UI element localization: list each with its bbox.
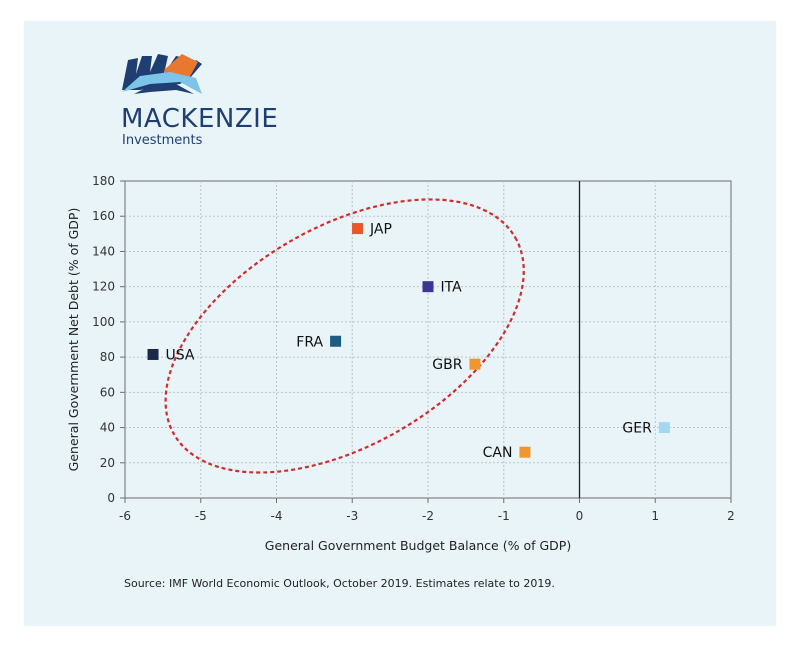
brand-sub: Investments — [122, 133, 203, 148]
source-note: Source: IMF World Economic Outlook, Octo… — [124, 577, 555, 590]
point-label-jap: JAP — [369, 222, 392, 238]
point-label-ger: GER — [622, 421, 652, 437]
point-jap — [352, 223, 364, 235]
y-tick-label: 180 — [92, 174, 115, 188]
x-tick-label: 1 — [651, 509, 659, 523]
x-tick-label: 0 — [576, 509, 584, 523]
x-axis-title: General Government Budget Balance (% of … — [265, 538, 571, 553]
x-tick-label: -5 — [195, 509, 207, 523]
y-tick-label: 120 — [92, 280, 115, 294]
y-tick-label: 40 — [100, 421, 115, 435]
y-tick-label: 0 — [107, 491, 115, 505]
point-fra — [330, 335, 342, 347]
x-tick-label: -4 — [271, 509, 283, 523]
point-label-fra: FRA — [296, 334, 323, 350]
y-tick-label: 80 — [100, 350, 115, 364]
x-tick-label: 2 — [727, 509, 735, 523]
y-tick-label: 60 — [100, 385, 115, 399]
y-tick-label: 100 — [92, 315, 115, 329]
point-ita — [422, 281, 434, 293]
mackenzie-logo — [122, 54, 202, 94]
point-usa — [147, 348, 159, 360]
point-ger — [658, 422, 670, 434]
chart-panel — [24, 21, 776, 626]
point-label-ita: ITA — [441, 280, 463, 296]
point-gbr — [469, 358, 481, 370]
y-tick-label: 160 — [92, 209, 115, 223]
highlight-ellipse — [164, 198, 525, 474]
point-can — [519, 446, 531, 458]
x-tick-label: -2 — [422, 509, 434, 523]
y-axis-title: General Government Net Debt (% of GDP) — [66, 208, 81, 472]
point-label-can: CAN — [483, 445, 513, 461]
x-tick-label: -1 — [498, 509, 510, 523]
brand-name: MACKENZIE — [121, 104, 279, 134]
point-label-usa: USA — [166, 347, 195, 363]
point-label-gbr: GBR — [432, 357, 462, 373]
x-tick-label: -3 — [346, 509, 358, 523]
y-tick-label: 140 — [92, 244, 115, 258]
y-tick-label: 20 — [100, 456, 115, 470]
x-tick-label: -6 — [119, 509, 131, 523]
